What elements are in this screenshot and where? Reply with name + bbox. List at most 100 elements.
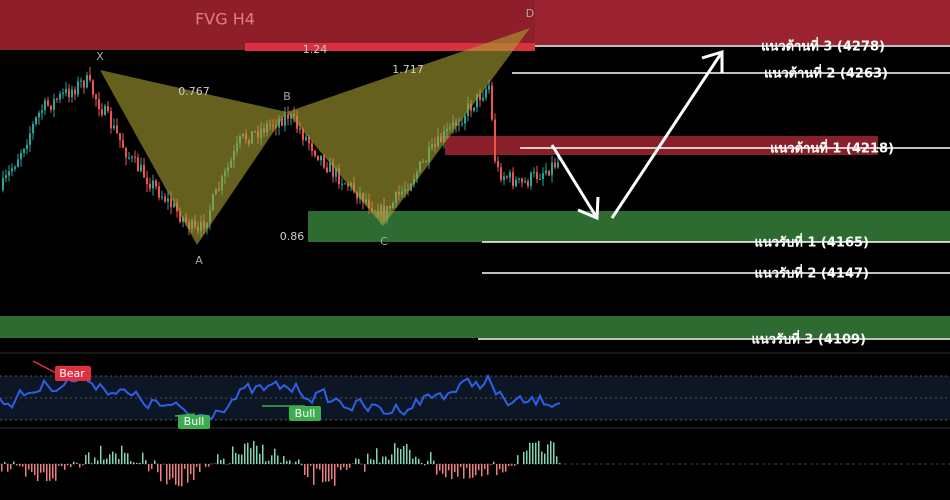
- histogram-bar: [223, 458, 225, 464]
- histogram-bar: [28, 464, 30, 470]
- histogram-bar: [427, 460, 429, 464]
- histogram-bar: [169, 464, 171, 480]
- candle: [59, 93, 61, 100]
- candle: [515, 179, 517, 187]
- candle: [32, 123, 34, 134]
- point-label: X: [96, 50, 104, 63]
- arrow-head: [701, 49, 724, 73]
- candle: [464, 115, 466, 124]
- candle: [20, 152, 22, 160]
- candle: [104, 105, 106, 115]
- histogram-bar: [208, 464, 210, 467]
- histogram-bar: [550, 440, 552, 464]
- histogram-bar: [205, 464, 207, 467]
- histogram-bar: [7, 464, 9, 472]
- histogram-bar: [301, 464, 303, 466]
- candle: [299, 128, 301, 130]
- candle: [170, 198, 172, 207]
- signal-label: Bull: [184, 415, 205, 428]
- candle: [326, 167, 328, 173]
- candle: [554, 162, 556, 168]
- histogram-bar: [364, 464, 366, 472]
- histogram-bar: [295, 461, 297, 464]
- candle: [56, 98, 58, 100]
- ratio-bar: [245, 43, 535, 51]
- histogram-bar: [385, 456, 387, 464]
- histogram-bar: [445, 464, 447, 478]
- histogram-bar: [58, 464, 60, 466]
- histogram-bar: [502, 464, 504, 473]
- histogram-bar: [544, 453, 546, 464]
- histogram-bar: [511, 464, 513, 466]
- histogram-bar: [478, 464, 480, 471]
- candle: [131, 156, 133, 158]
- candle: [11, 168, 13, 172]
- candle: [281, 118, 283, 126]
- histogram-bar: [91, 463, 93, 464]
- histogram-bar: [430, 451, 432, 464]
- candle: [311, 143, 313, 151]
- candle: [5, 175, 7, 179]
- candle: [503, 176, 505, 181]
- pattern-leg: [100, 70, 287, 245]
- histogram-bar: [124, 452, 126, 464]
- histogram-bar: [61, 464, 63, 467]
- oscillator-line: [0, 369, 561, 420]
- level-label: แนวต้านที่ 1 (4218): [770, 139, 894, 157]
- candle: [284, 114, 286, 126]
- candle: [95, 94, 97, 100]
- histogram-bar: [391, 454, 393, 464]
- histogram-bar: [376, 448, 378, 464]
- candle: [173, 203, 175, 207]
- histogram-bar: [34, 464, 36, 476]
- candle: [101, 109, 103, 115]
- histogram-bar: [358, 459, 360, 464]
- histogram-bar: [238, 454, 240, 464]
- histogram-bar: [187, 464, 189, 483]
- histogram-bar: [40, 464, 42, 473]
- histogram-bar: [190, 464, 192, 475]
- histogram-bar: [409, 449, 411, 464]
- histogram-bar: [490, 464, 492, 465]
- candle: [110, 111, 112, 129]
- candle: [497, 161, 499, 168]
- histogram-bar: [412, 458, 414, 464]
- candle: [122, 140, 124, 148]
- histogram-bar: [556, 456, 558, 464]
- candle: [23, 148, 25, 153]
- candle: [557, 162, 559, 168]
- histogram-bar: [70, 464, 72, 468]
- histogram-bar: [1, 464, 3, 472]
- histogram-bar: [256, 445, 258, 464]
- histogram-bar: [466, 464, 468, 468]
- histogram-bar: [151, 464, 153, 470]
- candle: [341, 183, 343, 185]
- histogram-bar: [265, 461, 267, 464]
- histogram-bar: [310, 464, 312, 466]
- histogram-bar: [532, 442, 534, 464]
- candle: [551, 162, 553, 176]
- histogram-bar: [367, 453, 369, 464]
- candle: [500, 167, 502, 181]
- candle: [533, 172, 535, 174]
- candle: [134, 156, 136, 158]
- ratio-label: 1.717: [392, 63, 424, 76]
- candle: [164, 196, 166, 202]
- candle: [74, 89, 76, 95]
- candle: [527, 180, 529, 187]
- histogram-bar: [49, 464, 51, 481]
- ratio-label: 1.24: [303, 43, 328, 56]
- candle: [80, 80, 82, 82]
- histogram-bar: [298, 459, 300, 464]
- histogram-bar: [388, 459, 390, 464]
- candle: [41, 110, 43, 113]
- candle: [119, 133, 121, 141]
- candle: [308, 136, 310, 144]
- histogram-bar: [541, 451, 543, 464]
- histogram-bar: [100, 445, 102, 464]
- histogram-bar: [220, 459, 222, 464]
- histogram-bar: [343, 464, 345, 468]
- candle: [347, 183, 349, 187]
- histogram-bar: [244, 443, 246, 464]
